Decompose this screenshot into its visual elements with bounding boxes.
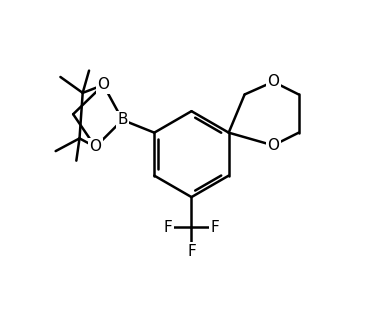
Text: O: O	[97, 77, 110, 92]
Text: F: F	[211, 220, 220, 235]
Text: O: O	[267, 74, 279, 89]
Text: O: O	[89, 140, 101, 154]
Text: O: O	[267, 138, 279, 153]
Text: B: B	[117, 112, 128, 127]
Text: F: F	[163, 220, 172, 235]
Text: F: F	[187, 244, 196, 259]
